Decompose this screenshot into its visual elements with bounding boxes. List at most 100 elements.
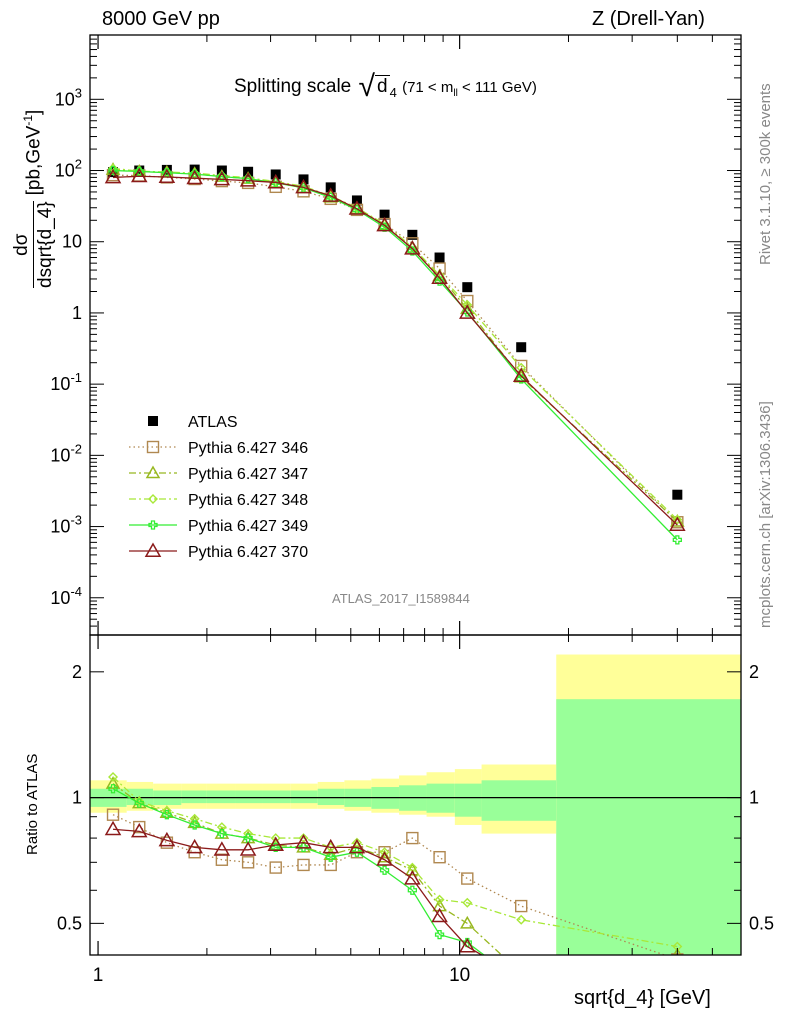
ratio-marker-p347 [323,847,339,860]
series-marker-p370 [104,168,122,184]
ratio-tick-label-left: 1 [72,788,82,808]
series-marker-p349 [326,192,336,202]
ratio-marker-p348 [434,894,445,905]
x-tick-label: 1 [93,965,104,986]
series-line-p349 [112,169,678,541]
ratio-line-p348 [112,776,678,948]
green-band-bin [181,790,207,804]
ratio-marker-p346 [215,853,229,866]
ratio-marker-p370 [431,907,448,923]
legend-label: Pythia 6.427 370 [188,544,308,561]
ratio-panel-series [104,772,684,983]
title-symbol: d [374,75,390,97]
ratio-tick-label-left: 2 [72,662,82,682]
green-band-bin [206,790,236,804]
ratio-tick-label-right: 0.5 [749,913,774,933]
ratio-marker-p349 [217,828,227,839]
ratio-marker-p348 [134,796,145,807]
legend-label: Pythia 6.427 348 [188,492,308,509]
ratio-marker-p346 [433,851,446,864]
atlas-data-point [516,342,527,353]
series-line-p370 [112,175,678,526]
series-marker-p348 [672,514,683,525]
atlas-data-point [379,209,390,220]
ratio-marker-p346 [514,899,528,913]
green-band-bin [317,788,345,806]
legend-label: Pythia 6.427 346 [188,440,308,457]
series-marker-p370 [267,173,285,189]
title-range: (71 < m [402,79,454,96]
legend-label: ATLAS [188,414,238,431]
ratio-marker-p349 [190,820,200,830]
ratio-marker-p349 [379,865,390,875]
y-tick-label: 1 [72,303,82,323]
ratio-marker-p348 [516,914,527,925]
ratio-uncertainty-bands [90,654,741,955]
atlas-data-point [325,182,336,193]
ratio-marker-p346 [241,856,255,869]
ratio-marker-p370 [104,820,122,836]
ratio-marker-p348 [462,897,473,908]
green-band-bin [235,790,263,804]
ratio-marker-p370 [459,938,476,953]
legend-marker-p348 [148,494,158,504]
green-band-bin [481,780,557,821]
legend-marker-p347 [145,465,161,479]
series-marker-p349 [190,169,200,179]
legend-marker-p370 [144,542,162,557]
series-marker-p370 [669,516,686,532]
atlas-data-point [462,282,473,293]
ratio-marker-p370 [213,841,231,856]
green-band-bin [290,790,318,804]
legend-label: Pythia 6.427 349 [188,518,308,535]
green-band-bin [454,783,482,817]
green-band-bin [262,790,291,804]
ratio-marker-p346 [406,831,419,845]
ylabel-denominator: dsqrt{d_4} [33,201,56,288]
green-band-bin [556,699,741,955]
series-marker-p370 [239,172,257,187]
ratio-line-p349 [112,788,486,955]
series-marker-p348 [189,168,200,179]
mcplots-watermark: mcplots.cern.ch [arXiv:1306.3436] [757,401,774,628]
y-tick-label: 10-1 [50,370,82,394]
ratio-marker-p349 [352,847,362,857]
ratio-marker-p346 [297,858,310,872]
series-marker-p348 [108,163,119,174]
ratio-line-p370 [112,828,484,955]
y-tick-label: 10-3 [50,513,82,537]
series-marker-p349 [672,535,682,545]
main-ylabel: dσ dsqrt{d_4} [pb,GeV-1] [11,110,56,288]
x-tick-label: 10 [449,965,470,986]
ratio-marker-p349 [162,810,172,820]
ratio-marker-p370 [158,831,176,847]
ratio-marker-p349 [134,798,144,808]
ratio-marker-p370 [404,870,421,885]
ylabel-numerator: dσ [11,233,32,256]
legend-marker-p346 [146,440,160,454]
ratio-marker-p346 [269,861,282,874]
axes: 1 10 10-4 10-3 10-2 10-1 1 10 102 103 0.5 0.5 1 1 2 2 [50,34,774,986]
ratio-marker-p370 [376,851,393,866]
ratio-marker-p370 [295,834,312,849]
ratio-marker-p370 [514,971,528,983]
title-range-sub: ll [453,88,458,99]
legend-label: Pythia 6.427 347 [188,466,308,483]
ratio-marker-p349 [243,833,253,843]
series-marker-p370 [431,269,448,284]
series-marker-p370 [158,168,176,184]
ratio-marker-p348 [189,813,200,824]
series-marker-p370 [459,304,476,319]
ratio-marker-p370 [348,838,366,854]
analysis-id-label: ATLAS_2017_I1589844 [332,591,470,606]
ratio-marker-p348 [216,822,227,833]
ratio-marker-p349 [108,784,118,794]
ratio-marker-p348 [108,772,119,783]
series-marker-p370 [376,216,393,232]
ratio-panel-frame [89,634,742,956]
series-marker-p348 [516,362,527,373]
series-marker-p370 [348,200,366,215]
legend: ATLAS Pythia 6.427 346 Pythia 6.427 347 Pyt… [129,414,308,561]
series-marker-p370 [404,240,421,255]
